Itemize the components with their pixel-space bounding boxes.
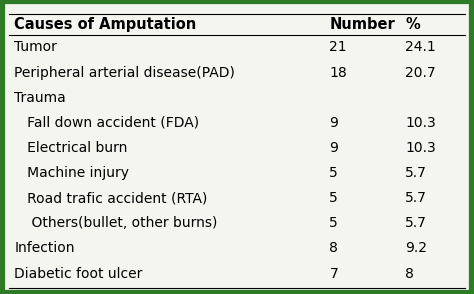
Text: 9.2: 9.2 — [405, 241, 427, 255]
Text: Others(bullet, other burns): Others(bullet, other burns) — [14, 216, 218, 230]
Text: Causes of Amputation: Causes of Amputation — [14, 17, 196, 32]
Text: Infection: Infection — [14, 241, 75, 255]
Text: Electrical burn: Electrical burn — [14, 141, 128, 155]
Text: 8: 8 — [329, 241, 338, 255]
Text: 24.1: 24.1 — [405, 41, 436, 54]
Text: Diabetic foot ulcer: Diabetic foot ulcer — [14, 267, 143, 280]
Text: 7: 7 — [329, 267, 338, 280]
Text: 9: 9 — [329, 116, 338, 130]
Text: Machine injury: Machine injury — [14, 166, 129, 180]
Text: Trauma: Trauma — [14, 91, 66, 105]
Text: 5: 5 — [329, 191, 338, 205]
Text: 9: 9 — [329, 141, 338, 155]
Text: Road trafic accident (RTA): Road trafic accident (RTA) — [14, 191, 208, 205]
Text: 10.3: 10.3 — [405, 116, 436, 130]
Text: 18: 18 — [329, 66, 347, 80]
Text: 5: 5 — [329, 166, 338, 180]
Text: 20.7: 20.7 — [405, 66, 436, 80]
Text: 10.3: 10.3 — [405, 141, 436, 155]
Text: Number: Number — [329, 17, 395, 32]
Text: 5: 5 — [329, 216, 338, 230]
Text: %: % — [405, 17, 420, 32]
Text: Peripheral arterial disease(PAD): Peripheral arterial disease(PAD) — [14, 66, 235, 80]
Text: 8: 8 — [405, 267, 414, 280]
Text: 5.7: 5.7 — [405, 191, 427, 205]
Text: Tumor: Tumor — [14, 41, 57, 54]
Text: 5.7: 5.7 — [405, 216, 427, 230]
Text: 21: 21 — [329, 41, 347, 54]
Text: Fall down accident (FDA): Fall down accident (FDA) — [14, 116, 200, 130]
Text: 5.7: 5.7 — [405, 166, 427, 180]
